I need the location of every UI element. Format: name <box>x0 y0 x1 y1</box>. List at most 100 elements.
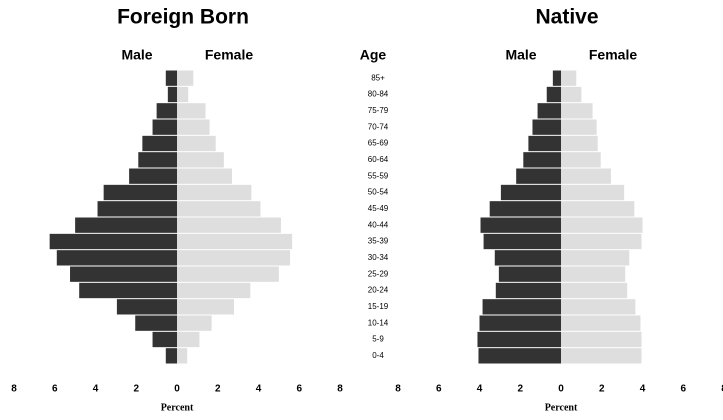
x-tick-label: 4 <box>640 384 646 395</box>
x-tick-label: 0 <box>174 384 180 395</box>
bar <box>494 250 561 266</box>
x-axis-label: Percent <box>161 402 194 413</box>
bar <box>177 217 281 233</box>
chart-title: Foreign Born <box>117 6 249 29</box>
age-label: 55-59 <box>368 171 389 180</box>
bar <box>56 250 177 266</box>
bar <box>495 282 561 299</box>
bar <box>561 250 630 266</box>
legend-label: Male <box>505 47 536 63</box>
bar <box>138 152 177 168</box>
bar <box>79 282 177 299</box>
legend-label: Female <box>205 47 253 63</box>
bar <box>479 315 561 331</box>
bar <box>152 331 177 348</box>
age-label: 5-9 <box>372 335 384 344</box>
x-tick-label: 2 <box>517 384 523 395</box>
bar <box>177 103 206 119</box>
bar <box>561 119 597 135</box>
bar <box>177 135 216 152</box>
bar <box>477 331 561 348</box>
bar <box>177 299 235 315</box>
legend-label: Male <box>121 47 152 63</box>
bar <box>561 299 636 315</box>
legend-label: Female <box>589 47 637 63</box>
x-tick-label: 4 <box>93 384 99 395</box>
bar <box>49 233 177 250</box>
bar <box>177 86 189 103</box>
age-label: 85+ <box>371 73 385 82</box>
x-tick-label: 0 <box>558 384 564 395</box>
age-label: 65-69 <box>368 139 389 148</box>
bar <box>152 119 177 135</box>
x-tick-label: 6 <box>52 384 58 395</box>
x-tick-label: 8 <box>337 384 343 395</box>
bar <box>561 152 601 168</box>
age-label: 35-39 <box>368 237 389 246</box>
age-label: 15-19 <box>368 302 389 311</box>
x-tick-label: 8 <box>11 384 17 395</box>
bar <box>156 103 177 119</box>
bar <box>142 135 177 152</box>
chart-title: Native <box>535 6 598 29</box>
x-tick-label: 8 <box>395 384 401 395</box>
x-tick-label: 4 <box>256 384 262 395</box>
bar <box>165 348 177 364</box>
bar <box>546 86 561 103</box>
bar <box>516 168 561 184</box>
bar <box>167 86 177 103</box>
bar <box>480 217 561 233</box>
x-tick-label: 2 <box>215 384 221 395</box>
bar <box>498 266 561 282</box>
age-label: 75-79 <box>368 106 389 115</box>
bar <box>177 168 233 184</box>
bar <box>177 184 252 201</box>
bar <box>482 299 561 315</box>
bar <box>561 184 625 201</box>
bar <box>561 70 577 86</box>
bar <box>561 282 628 299</box>
bar <box>177 152 224 168</box>
x-tick-label: 4 <box>477 384 483 395</box>
bar <box>165 70 177 86</box>
bar <box>561 348 642 364</box>
x-tick-label: 6 <box>436 384 442 395</box>
bar <box>478 348 561 364</box>
bar <box>561 103 593 119</box>
bar <box>537 103 561 119</box>
bar <box>177 250 291 266</box>
age-label: 60-64 <box>368 155 389 164</box>
x-tick-label: 6 <box>296 384 302 395</box>
bar <box>177 348 188 364</box>
bar <box>97 201 177 217</box>
x-axis-label: Percent <box>545 402 578 413</box>
bar <box>177 315 212 331</box>
bar <box>177 282 251 299</box>
x-tick-label: 6 <box>680 384 686 395</box>
bar <box>177 266 279 282</box>
bar <box>561 315 641 331</box>
bar <box>561 266 626 282</box>
bar <box>489 201 561 217</box>
age-label: 20-24 <box>368 286 389 295</box>
bar <box>561 233 642 250</box>
age-label: 40-44 <box>368 220 389 229</box>
bar <box>129 168 177 184</box>
bar <box>561 331 642 348</box>
age-label: 10-14 <box>368 318 389 327</box>
bar <box>552 70 561 86</box>
bar <box>75 217 177 233</box>
bar <box>528 135 561 152</box>
bar <box>561 217 643 233</box>
age-label: 0-4 <box>372 351 384 360</box>
bar <box>177 331 200 348</box>
bar <box>500 184 561 201</box>
age-label: 25-29 <box>368 269 389 278</box>
bar <box>177 233 293 250</box>
bar <box>70 266 177 282</box>
x-tick-label: 8 <box>721 384 723 395</box>
bar <box>135 315 177 331</box>
bar <box>561 86 582 103</box>
bar <box>561 135 598 152</box>
